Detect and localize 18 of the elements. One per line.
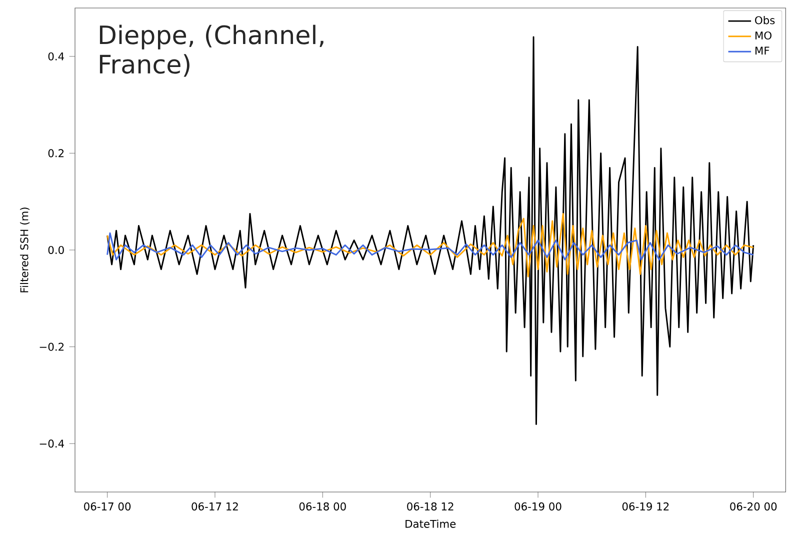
y-axis-title: Filtered SSH (m) <box>20 208 30 292</box>
legend-label: MF <box>755 46 770 54</box>
x-tick-label: 06-17 12 <box>192 502 238 510</box>
y-tick-label: 0.0 <box>48 246 64 254</box>
y-tick-label: 0.4 <box>48 52 64 60</box>
x-tick-label: 06-18 12 <box>407 502 454 510</box>
x-axis-title: DateTime <box>406 520 456 528</box>
y-tick-label: −0.4 <box>40 440 64 448</box>
text: Dieppe, (Channel, France) <box>100 24 324 77</box>
y-tick-label: −0.2 <box>40 342 64 351</box>
x-tick-label: 06-18 00 <box>299 502 346 510</box>
y-tick-label: 0.2 <box>48 149 64 158</box>
legend-label: MO <box>755 31 772 40</box>
x-tick-label: 06-19 00 <box>514 502 562 510</box>
legend-label: Obs <box>755 16 775 24</box>
x-tick-label: 06-17 00 <box>84 502 131 510</box>
x-tick-label: 06-19 12 <box>622 502 669 510</box>
x-tick-label: 06-20 00 <box>730 502 777 510</box>
